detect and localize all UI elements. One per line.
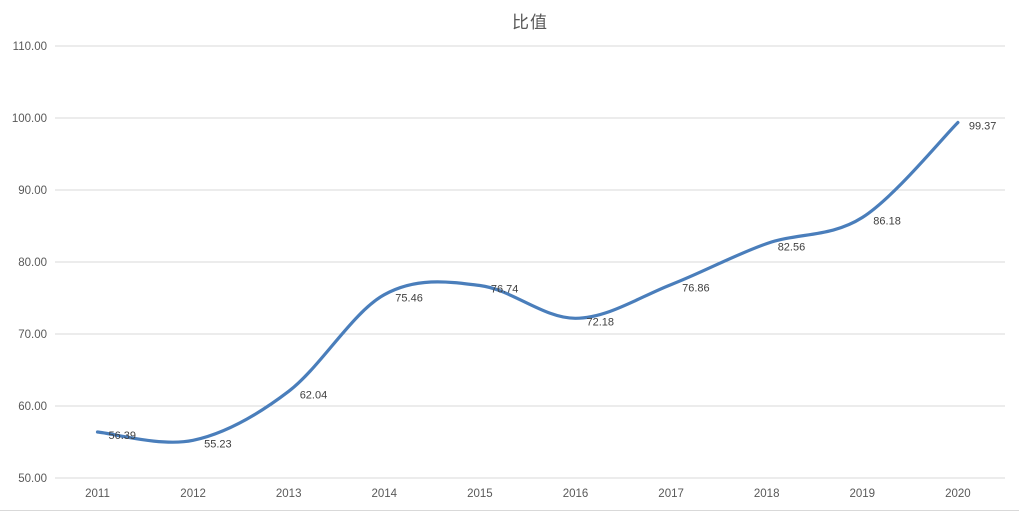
chart-title: 比值 bbox=[512, 13, 548, 32]
data-label: 86.18 bbox=[873, 216, 901, 228]
data-label: 56.39 bbox=[109, 430, 137, 442]
data-label: 76.74 bbox=[491, 283, 519, 295]
x-tick-label: 2015 bbox=[467, 488, 493, 500]
data-label: 99.37 bbox=[969, 121, 997, 133]
y-tick-label: 50.00 bbox=[18, 473, 47, 485]
y-tick-label: 90.00 bbox=[18, 185, 47, 197]
data-label: 55.23 bbox=[204, 438, 232, 450]
y-tick-label: 70.00 bbox=[18, 329, 47, 341]
y-tick-label: 100.00 bbox=[12, 113, 47, 125]
y-tick-label: 80.00 bbox=[18, 257, 47, 269]
x-tick-label: 2016 bbox=[563, 488, 589, 500]
y-tick-label: 60.00 bbox=[18, 401, 47, 413]
series-line bbox=[95, 120, 960, 444]
data-label: 75.46 bbox=[395, 293, 423, 305]
data-label: 82.56 bbox=[778, 242, 806, 254]
x-tick-label: 2017 bbox=[658, 488, 684, 500]
x-tick-label: 2014 bbox=[372, 488, 398, 500]
data-label: 72.18 bbox=[587, 316, 615, 328]
x-tick-label: 2019 bbox=[850, 488, 876, 500]
data-label: 76.86 bbox=[682, 283, 710, 295]
x-tick-label: 2018 bbox=[754, 488, 780, 500]
x-tick-label: 2013 bbox=[276, 488, 302, 500]
x-tick-label: 2012 bbox=[180, 488, 206, 500]
x-tick-label: 2020 bbox=[945, 488, 971, 500]
y-tick-label: 110.00 bbox=[13, 41, 47, 53]
data-label: 62.04 bbox=[300, 389, 328, 401]
x-tick-label: 2011 bbox=[85, 488, 110, 500]
